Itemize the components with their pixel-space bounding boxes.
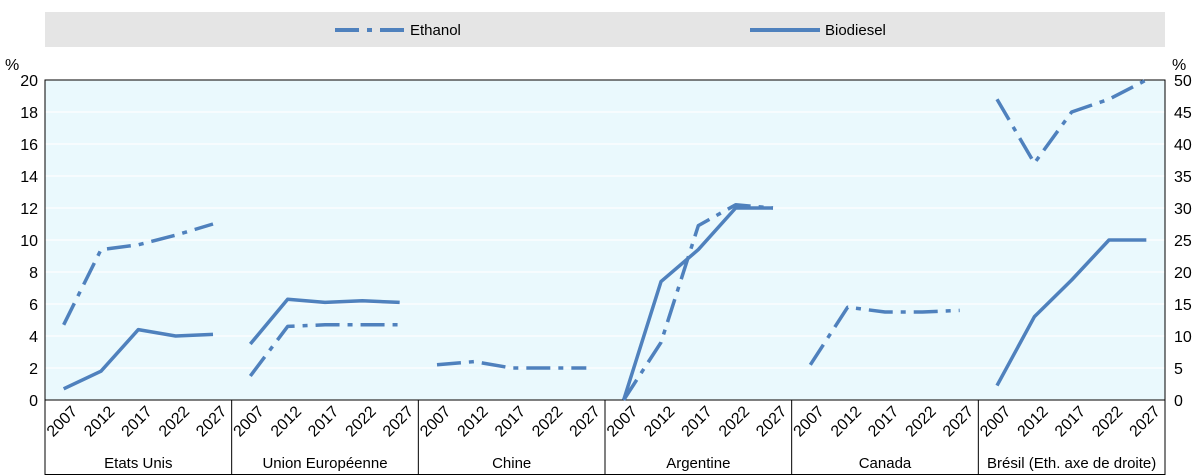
biodiesel-line-5 bbox=[995, 238, 1147, 387]
x-tick-label-year: 2022 bbox=[156, 403, 193, 440]
y-left-tick-label: 18 bbox=[20, 105, 38, 122]
category-label: Chine bbox=[492, 455, 531, 472]
x-tick-label-year: 2017 bbox=[1052, 403, 1089, 440]
y-right-tick-label: 30 bbox=[1174, 201, 1192, 218]
y-left-tick-label: 16 bbox=[20, 137, 38, 154]
y-right-tick-label: 25 bbox=[1174, 233, 1192, 250]
x-tick-label-year: 2027 bbox=[753, 403, 790, 440]
y-right-ticks: 0 5 10 15 20 25 30 35 40 45 50 bbox=[1174, 73, 1192, 410]
category-label: Etats Unis bbox=[104, 455, 172, 472]
legend-label-biodiesel: Biodiesel bbox=[825, 22, 886, 39]
biodiesel-line-0 bbox=[62, 327, 214, 391]
y-right-tick-label: 15 bbox=[1174, 297, 1192, 314]
x-tick-label-year: 2022 bbox=[529, 403, 566, 440]
ethanol-line-1 bbox=[248, 323, 400, 378]
x-tick-label-year: 2007 bbox=[44, 403, 81, 440]
y-right-tick-label: 10 bbox=[1174, 329, 1192, 346]
category-label: Brésil (Eth. axe de droite) bbox=[987, 455, 1156, 472]
x-tick-label-year: 2007 bbox=[791, 403, 828, 440]
x-tick-label-year: 2007 bbox=[231, 403, 268, 440]
x-tick-label-year: 2007 bbox=[417, 403, 454, 440]
x-tick-label-year: 2027 bbox=[1127, 403, 1164, 440]
y-left-tick-label: 12 bbox=[20, 201, 38, 218]
biodiesel-line-3 bbox=[621, 206, 773, 401]
x-tick-label-year: 2012 bbox=[81, 403, 118, 440]
x-tick-label-year: 2012 bbox=[641, 403, 678, 440]
y-left-tick-label: 2 bbox=[29, 361, 38, 378]
x-tick-label-year: 2017 bbox=[865, 403, 902, 440]
y-left-tick-label: 0 bbox=[29, 393, 38, 410]
ethanol-line-5 bbox=[995, 78, 1148, 165]
x-tick-label-year: 2017 bbox=[492, 403, 529, 440]
category-label: Union Européenne bbox=[262, 455, 387, 472]
legend-background bbox=[45, 12, 1165, 47]
y-right-tick-label: 50 bbox=[1174, 73, 1192, 90]
biodiesel-line-1 bbox=[248, 297, 400, 346]
x-tick-label-year: 2027 bbox=[193, 403, 230, 440]
x-tick-label-year: 2012 bbox=[828, 403, 865, 440]
y-right-tick-label: 40 bbox=[1174, 137, 1192, 154]
y-left-ticks: 0 2 4 6 8 10 12 14 16 18 20 bbox=[20, 73, 38, 410]
ethanol-line-2 bbox=[436, 359, 587, 370]
y-left-tick-label: 8 bbox=[29, 265, 38, 282]
ethanol-line-4 bbox=[808, 305, 960, 366]
ethanol-line-3 bbox=[622, 203, 774, 401]
x-tick-label-year: 2017 bbox=[305, 403, 342, 440]
x-tick-label-year: 2022 bbox=[903, 403, 940, 440]
ethanol-line-0 bbox=[62, 222, 214, 326]
x-tick-label-year: 2027 bbox=[380, 403, 417, 440]
x-tick-label-year: 2017 bbox=[679, 403, 716, 440]
y-right-tick-label: 0 bbox=[1174, 393, 1183, 410]
y-left-tick-label: 6 bbox=[29, 297, 38, 314]
x-tick-label-year: 2012 bbox=[1015, 403, 1052, 440]
y-right-unit: % bbox=[1172, 57, 1186, 74]
y-left-tick-label: 10 bbox=[20, 233, 38, 250]
x-tick-label-year: 2027 bbox=[567, 403, 604, 440]
x-tick-label-year: 2012 bbox=[455, 403, 492, 440]
y-left-tick-label: 20 bbox=[20, 73, 38, 90]
y-right-tick-label: 5 bbox=[1174, 361, 1183, 378]
x-tick-label-year: 2027 bbox=[940, 403, 977, 440]
x-tick-label-year: 2007 bbox=[604, 403, 641, 440]
category-label: Canada bbox=[859, 455, 912, 472]
y-right-tick-label: 35 bbox=[1174, 169, 1192, 186]
y-left-tick-label: 14 bbox=[20, 169, 38, 186]
y-left-unit: % bbox=[5, 57, 19, 74]
x-tick-label-year: 2007 bbox=[977, 403, 1014, 440]
legend-label-ethanol: Ethanol bbox=[410, 22, 461, 39]
y-right-tick-label: 45 bbox=[1174, 105, 1192, 122]
category-label: Argentine bbox=[666, 455, 730, 472]
series-lines bbox=[62, 78, 1148, 401]
x-tick-label-year: 2022 bbox=[1089, 403, 1126, 440]
y-right-tick-label: 20 bbox=[1174, 265, 1192, 282]
y-left-tick-label: 4 bbox=[29, 329, 38, 346]
x-tick-label-year: 2022 bbox=[343, 403, 380, 440]
x-tick-label-year: 2022 bbox=[716, 403, 753, 440]
x-tick-label-year: 2012 bbox=[268, 403, 305, 440]
x-tick-label-year: 2017 bbox=[119, 403, 156, 440]
